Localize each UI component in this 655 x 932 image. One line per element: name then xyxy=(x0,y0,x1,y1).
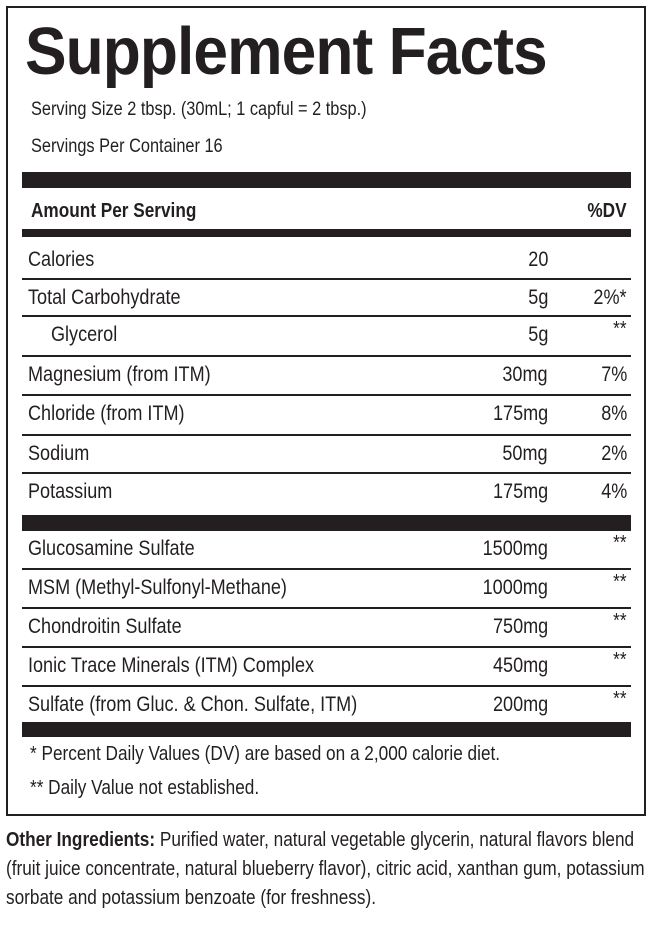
nutrient-dv: ** xyxy=(613,649,627,671)
table-row: Chondroitin Sulfate 750mg ** xyxy=(22,609,631,648)
thick-divider xyxy=(22,172,631,188)
table-row: MSM (Methyl-Sulfonyl-Methane) 1000mg ** xyxy=(22,570,631,609)
nutrient-name: Chondroitin Sulfate xyxy=(28,615,182,638)
nutrient-name: Glycerol xyxy=(51,323,118,346)
nutrient-amount: 200mg xyxy=(492,693,548,716)
nutrient-table-section-1: Calories 20 Total Carbohydrate 5g 2%* Gl… xyxy=(22,242,631,511)
other-ingredients: Other Ingredients: Purified water, natur… xyxy=(6,826,648,913)
nutrient-dv: ** xyxy=(613,318,627,340)
nutrient-table-section-2: Glucosamine Sulfate 1500mg ** MSM (Methy… xyxy=(22,531,631,725)
table-row: Glucosamine Sulfate 1500mg ** xyxy=(22,531,631,570)
other-ingredients-label: Other Ingredients: xyxy=(6,829,156,851)
table-row: Calories 20 xyxy=(22,242,631,280)
nutrient-amount: 175mg xyxy=(492,480,548,503)
supplement-facts-panel xyxy=(6,6,646,816)
table-row: Ionic Trace Minerals (ITM) Complex 450mg… xyxy=(22,648,631,687)
nutrient-amount: 175mg xyxy=(492,402,548,425)
nutrient-dv: ** xyxy=(613,610,627,632)
nutrient-name: Ionic Trace Minerals (ITM) Complex xyxy=(28,654,315,677)
table-row: Glycerol 5g ** xyxy=(22,317,631,357)
servings-per-container: Servings Per Container 16 xyxy=(31,136,223,157)
nutrient-dv: 2% xyxy=(600,442,627,465)
nutrient-dv: ** xyxy=(613,571,627,593)
nutrient-dv: 7% xyxy=(600,363,627,386)
table-row: Sulfate (from Gluc. & Chon. Sulfate, ITM… xyxy=(22,687,631,725)
nutrient-name: Chloride (from ITM) xyxy=(28,402,185,425)
nutrient-dv: 2%* xyxy=(593,286,627,309)
table-header: Amount Per Serving %DV xyxy=(31,198,627,224)
nutrient-amount: 50mg xyxy=(502,442,548,465)
nutrient-amount: 5g xyxy=(527,323,548,346)
footnote-dv-not-established: ** Daily Value not established. xyxy=(30,777,260,799)
nutrient-name: Calories xyxy=(28,248,95,271)
footnote-percent-dv: * Percent Daily Values (DV) are based on… xyxy=(30,743,501,765)
nutrient-amount: 20 xyxy=(527,248,548,271)
table-row: Total Carbohydrate 5g 2%* xyxy=(22,280,631,317)
table-row: Potassium 175mg 4% xyxy=(22,474,631,511)
nutrient-name: Potassium xyxy=(28,480,113,503)
nutrient-amount: 1000mg xyxy=(482,576,548,599)
nutrient-dv: ** xyxy=(613,688,627,710)
amount-per-serving-header: Amount Per Serving xyxy=(31,200,197,222)
nutrient-amount: 750mg xyxy=(492,615,548,638)
nutrient-name: Magnesium (from ITM) xyxy=(28,363,211,386)
nutrient-name: Sodium xyxy=(28,442,90,465)
nutrient-name: Glucosamine Sulfate xyxy=(28,537,195,560)
nutrient-amount: 1500mg xyxy=(482,537,548,560)
nutrient-name: Sulfate (from Gluc. & Chon. Sulfate, ITM… xyxy=(28,693,358,716)
table-row: Sodium 50mg 2% xyxy=(22,436,631,474)
panel-title: Supplement Facts xyxy=(25,14,548,89)
other-ingredients-text: Purified water, natural vegetable glycer… xyxy=(6,829,645,909)
table-row: Chloride (from ITM) 175mg 8% xyxy=(22,396,631,436)
nutrient-dv: 4% xyxy=(600,480,627,503)
dv-header: %DV xyxy=(587,200,627,222)
serving-size: Serving Size 2 tbsp. (30mL; 1 capful = 2… xyxy=(31,99,367,120)
thick-divider xyxy=(22,722,631,737)
nutrient-name: Total Carbohydrate xyxy=(28,286,181,309)
nutrient-amount: 5g xyxy=(527,286,548,309)
nutrient-amount: 450mg xyxy=(492,654,548,677)
nutrient-dv: ** xyxy=(613,532,627,554)
nutrient-dv: 8% xyxy=(600,402,627,425)
nutrient-name: MSM (Methyl-Sulfonyl-Methane) xyxy=(28,576,287,599)
medium-divider xyxy=(22,229,631,237)
thick-divider xyxy=(22,515,631,531)
nutrient-amount: 30mg xyxy=(502,363,548,386)
table-row: Magnesium (from ITM) 30mg 7% xyxy=(22,357,631,396)
